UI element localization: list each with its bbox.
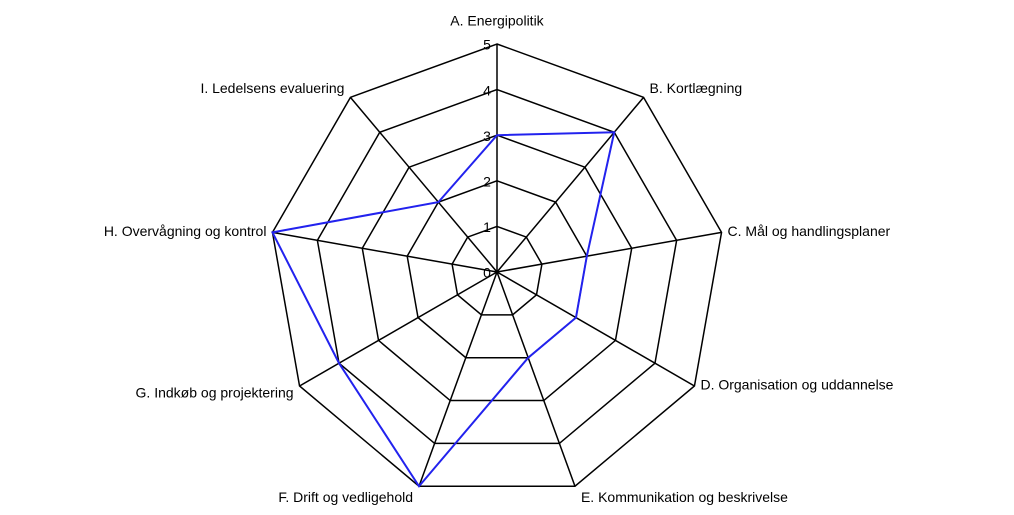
r-tick-label: 1 — [483, 219, 491, 235]
grid-ring — [271, 43, 723, 487]
axis-spoke — [418, 271, 498, 487]
category-label: A. Energipolitik — [450, 13, 544, 29]
axis-spoke — [349, 96, 498, 273]
category-label: B. Kortlægning — [650, 80, 743, 96]
series-line — [270, 131, 616, 488]
axis-spoke — [496, 271, 576, 487]
category-label: E. Kommunikation og beskrivelse — [581, 489, 788, 505]
grid-ring — [451, 225, 543, 316]
category-label: C. Mål og handlingsplaner — [728, 223, 891, 239]
r-tick-label: 0 — [483, 265, 491, 281]
r-tick-label: 2 — [483, 174, 491, 190]
category-label: I. Ledelsens evaluering — [200, 80, 344, 96]
r-tick-label: 4 — [483, 82, 491, 98]
axis-spoke — [496, 96, 645, 273]
grid-ring — [316, 88, 678, 445]
category-label: H. Overvågning og kontrol — [104, 223, 267, 239]
axis-spoke — [272, 231, 498, 273]
axis-spoke — [299, 271, 498, 387]
category-label: F. Drift og vedligehold — [278, 489, 413, 505]
r-tick-label: 3 — [483, 128, 491, 144]
axis-spoke — [496, 271, 695, 387]
axis-spoke — [496, 231, 722, 273]
r-tick-label: 5 — [483, 37, 491, 53]
grid-ring — [361, 134, 633, 402]
category-label: D. Organisation og uddannelse — [700, 377, 893, 393]
category-label: G. Indkøb og projektering — [136, 385, 294, 401]
grid-ring — [406, 180, 588, 359]
